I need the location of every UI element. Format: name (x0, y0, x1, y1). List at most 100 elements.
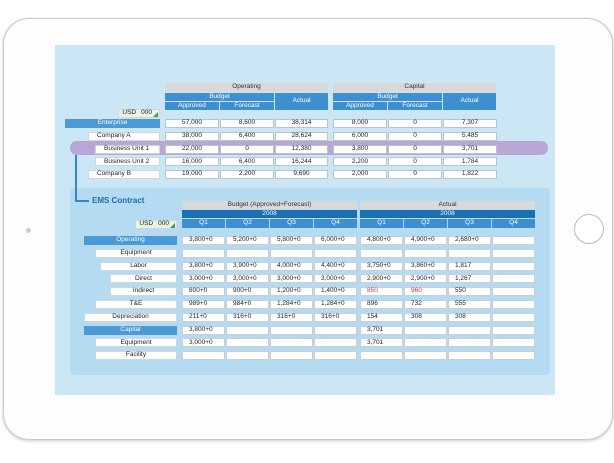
year-header: 2008 (360, 210, 535, 218)
value-cell (448, 325, 491, 335)
value-cell (226, 351, 269, 361)
group-header: Actual (360, 201, 535, 209)
value-cell: 3,860+0 (404, 261, 447, 271)
value-cell: 3,800+0 (182, 236, 225, 245)
group-header: Capital (333, 83, 496, 92)
group-header: Operating (165, 83, 328, 92)
value-cell (492, 261, 535, 271)
home-button[interactable] (574, 214, 604, 244)
value-cell: 8,000 (333, 119, 387, 128)
value-cell: 0 (220, 144, 274, 154)
value-cell: 28,624 (275, 131, 328, 141)
value-cell: 6,000 (333, 131, 387, 141)
value-cell: 38,000 (165, 131, 219, 141)
value-cell: 6,400 (220, 131, 274, 141)
value-cell: 308 (404, 312, 447, 322)
value-cell: 1,284+0 (270, 300, 313, 309)
value-cell: 2,900+0 (360, 274, 403, 284)
value-cell: 2,200 (333, 157, 387, 167)
value-cell: 1,267 (448, 274, 491, 284)
row-label: Company A (88, 131, 160, 141)
value-cell (360, 248, 403, 258)
row-label: Business Unit 2 (95, 157, 160, 167)
value-cell: 211+0 (182, 312, 225, 322)
value-cell: 4,000+0 (270, 261, 313, 271)
currency-unit: 000 (141, 109, 152, 117)
value-cell: 1,284+0 (314, 300, 357, 309)
value-cell: 555 (448, 300, 491, 309)
approved-header: Approved (333, 102, 387, 110)
value-cell: 316+0 (226, 312, 269, 322)
value-cell (270, 325, 313, 335)
value-cell: 8,600 (220, 119, 274, 128)
row-label: Direct (110, 274, 177, 284)
budget-header: Budget (333, 93, 442, 101)
value-cell: 3,000+0 (270, 274, 313, 284)
value-cell: 4,400+0 (314, 261, 357, 271)
value-cell (448, 248, 491, 258)
value-cell: 3,800+0 (182, 325, 225, 335)
value-cell: 154 (360, 312, 403, 322)
value-cell: 3,701 (443, 144, 497, 154)
value-cell (226, 338, 269, 348)
forecast-header: Forecast (388, 102, 442, 110)
connector (75, 155, 89, 202)
value-cell: 2,200 (220, 170, 274, 180)
row-label: T&E (95, 300, 177, 309)
value-cell: 38,314 (275, 119, 328, 128)
currency-unit: 000 (158, 220, 169, 228)
value-cell: 3,000+0 (226, 274, 269, 284)
value-cell (404, 325, 447, 335)
value-cell: 3,900+0 (226, 261, 269, 271)
quarter-header: Q3 (448, 219, 491, 228)
value-cell (314, 351, 357, 361)
currency-code: USD (122, 109, 137, 117)
value-cell (492, 325, 535, 335)
value-cell (404, 338, 447, 348)
value-cell: 4,900+0 (404, 236, 447, 245)
value-cell (226, 248, 269, 258)
value-cell: 3,750+0 (360, 261, 403, 271)
row-label: Business Unit 1 (95, 144, 160, 154)
value-cell: 16,000 (165, 157, 219, 167)
value-cell (404, 351, 447, 361)
value-cell: 1,400+0 (314, 287, 357, 297)
value-cell (492, 338, 535, 348)
value-cell: 57,000 (165, 119, 219, 128)
value-cell: 3,000+0 (314, 274, 357, 284)
row-label: Labor (100, 261, 177, 271)
value-cell: 3,800+0 (182, 261, 225, 271)
group-header: Budget (Approved+Forecast) (182, 201, 357, 209)
actual-header: Actual (275, 93, 328, 110)
value-cell: 3,701 (360, 338, 403, 348)
row-label: Equipment (95, 248, 177, 258)
value-cell (314, 325, 357, 335)
value-cell: 9,690 (275, 170, 328, 180)
value-cell: 896 (360, 300, 403, 309)
quarter-header: Q3 (270, 219, 313, 228)
value-cell: 0 (388, 170, 442, 180)
row-label: Equipment (95, 338, 177, 348)
value-cell: 7,307 (443, 119, 497, 128)
quarter-header: Q4 (492, 219, 535, 228)
value-cell: 3,000+0 (182, 338, 225, 348)
quarter-header: Q2 (404, 219, 447, 228)
value-cell (226, 325, 269, 335)
value-cell: 1,817 (448, 261, 491, 271)
currency-box: USD 000 (135, 220, 177, 229)
value-cell (492, 236, 535, 245)
value-cell (270, 248, 313, 258)
forecast-header: Forecast (220, 102, 274, 110)
value-cell: 0 (388, 131, 442, 141)
value-cell (314, 248, 357, 258)
value-cell: 16,244 (275, 157, 328, 167)
value-cell (360, 351, 403, 361)
value-cell: 6,400 (220, 157, 274, 167)
value-cell (182, 351, 225, 361)
value-cell: 960 (404, 287, 447, 297)
value-cell: 984+0 (226, 300, 269, 309)
value-cell: 3,701 (360, 325, 403, 335)
approved-header: Approved (165, 102, 219, 110)
value-cell (492, 248, 535, 258)
value-cell: 989+0 (182, 300, 225, 309)
